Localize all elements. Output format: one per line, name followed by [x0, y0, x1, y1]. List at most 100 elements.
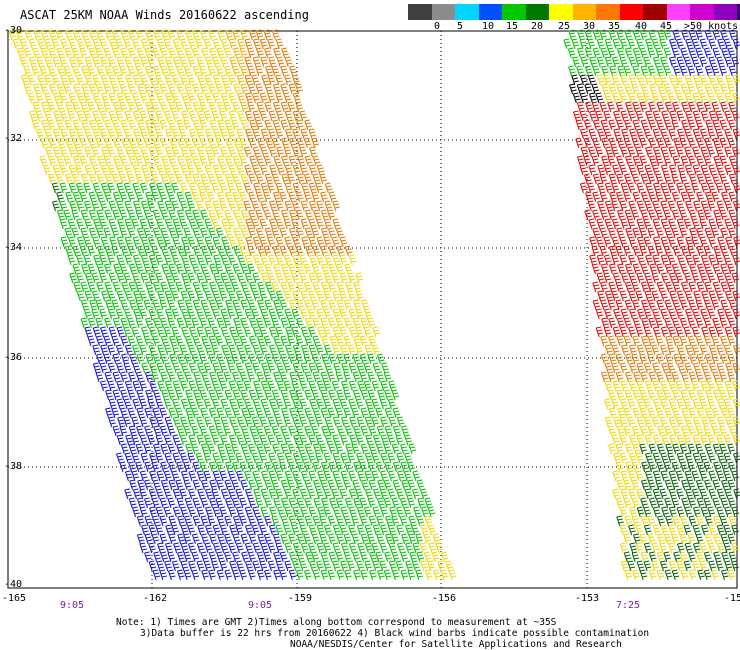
wind-barb — [264, 372, 271, 382]
wind-barb — [372, 345, 379, 355]
wind-barb — [185, 102, 192, 112]
wind-barb — [373, 327, 380, 337]
wind-barb — [593, 300, 600, 310]
wind-barb — [196, 165, 203, 175]
wind-barb — [121, 120, 128, 130]
wind-barb — [653, 111, 660, 121]
wind-barb — [733, 165, 740, 175]
wind-barb — [188, 93, 195, 103]
wind-barb — [328, 408, 335, 418]
wind-barb — [345, 264, 352, 274]
wind-barb — [669, 237, 676, 247]
wind-barb — [328, 426, 335, 436]
wind-barb — [97, 174, 104, 184]
wind-barb — [696, 120, 703, 130]
wind-barb — [225, 228, 232, 238]
wind-barb — [605, 183, 612, 193]
wind-barb — [165, 201, 172, 211]
wind-barb — [253, 93, 260, 103]
wind-barb — [173, 363, 180, 373]
wind-barb — [620, 327, 627, 337]
wind-barb — [297, 228, 304, 238]
wind-barb — [130, 480, 137, 490]
wind-barb — [281, 426, 288, 436]
wind-barb — [161, 174, 168, 184]
wind-barb — [613, 219, 620, 229]
wind-barb — [658, 516, 665, 526]
wind-barb — [80, 192, 87, 202]
wind-barb — [641, 282, 648, 292]
wind-barb — [598, 291, 605, 301]
wind-barb — [408, 462, 415, 472]
wind-barb — [696, 66, 703, 76]
wind-barb — [100, 255, 107, 265]
wind-barb — [732, 525, 739, 535]
wind-barb — [725, 327, 732, 337]
wind-barb — [202, 372, 209, 382]
wind-barb — [150, 363, 157, 373]
wind-barb — [725, 147, 732, 157]
wind-barb — [716, 111, 723, 121]
wind-barb — [729, 210, 736, 220]
wind-barb — [270, 201, 277, 211]
wind-barb — [113, 282, 120, 292]
wind-barb — [682, 102, 689, 112]
wind-barb — [209, 408, 216, 418]
wind-barb — [648, 390, 655, 400]
wind-barb — [325, 435, 332, 445]
wind-barb — [645, 345, 652, 355]
wind-barb — [661, 201, 668, 211]
wind-barb — [724, 183, 731, 193]
wind-barb — [641, 498, 648, 508]
wind-barb — [180, 57, 187, 67]
wind-barb — [624, 192, 631, 202]
wind-barb — [218, 120, 225, 130]
wind-barb — [304, 174, 311, 184]
wind-barb — [69, 39, 76, 49]
wind-barb — [265, 264, 272, 274]
wind-barb — [354, 336, 361, 346]
wind-barb — [672, 318, 679, 328]
wind-barb — [397, 525, 404, 535]
wind-barb — [314, 444, 321, 454]
wind-barb — [645, 291, 652, 301]
wind-barb — [113, 156, 120, 166]
wind-barb — [202, 48, 209, 58]
wind-barb — [654, 435, 661, 445]
wind-barb — [261, 57, 268, 67]
wind-barb — [213, 93, 220, 103]
wind-barb — [100, 57, 107, 67]
wind-barb — [182, 327, 189, 337]
wind-barb — [244, 183, 251, 193]
wind-barb — [145, 48, 152, 58]
wind-barb — [113, 192, 120, 202]
wind-barb — [692, 327, 699, 337]
wind-barb — [700, 489, 707, 499]
wind-barb — [665, 102, 672, 112]
wind-barb — [714, 534, 721, 544]
wind-barb — [649, 210, 656, 220]
wind-barb — [245, 39, 252, 49]
wind-barb — [693, 453, 700, 463]
wind-barb — [602, 318, 609, 328]
wind-barb — [712, 570, 719, 580]
wind-barb — [732, 273, 739, 283]
wind-barb — [221, 255, 228, 265]
time-label-1: 9:05 — [60, 600, 84, 611]
wind-barb — [300, 525, 307, 535]
wind-barb — [186, 390, 193, 400]
wind-barb — [676, 309, 683, 319]
wind-barb — [680, 228, 687, 238]
wind-barb — [97, 210, 104, 220]
wind-barb — [677, 399, 684, 409]
wind-barb — [605, 417, 612, 427]
wind-barb — [672, 408, 679, 418]
lon-label-159: -159 — [288, 593, 312, 604]
wind-barb — [412, 525, 419, 535]
wind-barb — [709, 471, 716, 481]
wind-barb — [441, 552, 448, 562]
wind-barb — [236, 309, 243, 319]
wind-barb — [644, 129, 651, 139]
wind-barb — [601, 264, 608, 274]
wind-barb — [397, 489, 404, 499]
